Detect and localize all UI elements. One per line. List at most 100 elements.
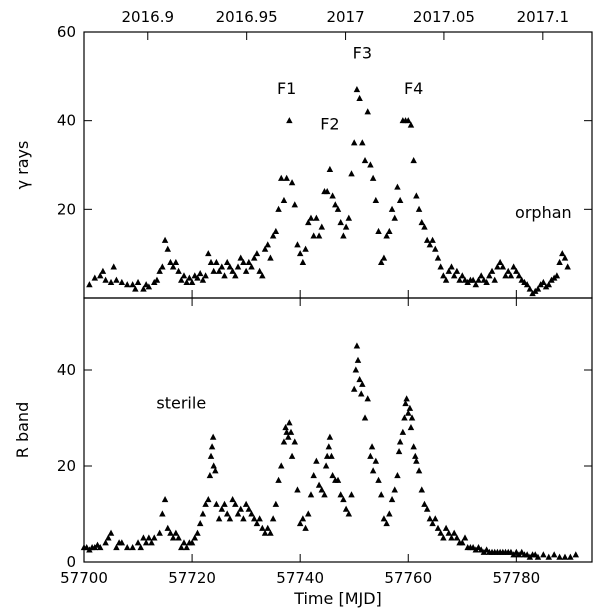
- bot-data-point: [256, 515, 263, 522]
- bot-data-point: [448, 534, 455, 541]
- top-data-point: [337, 219, 344, 226]
- bot-data-point: [408, 414, 416, 421]
- top-data-point: [483, 278, 490, 286]
- top-data-point: [264, 241, 271, 248]
- bot-data-point: [296, 520, 304, 527]
- bot-data-point: [206, 472, 214, 479]
- bot-data-point: [240, 515, 247, 522]
- bot-data-point: [218, 505, 226, 512]
- top-data-point: [123, 281, 131, 288]
- bot-data-point: [322, 462, 330, 469]
- top-data-point: [413, 192, 420, 199]
- bot-data-point: [534, 553, 542, 560]
- top-data-point: [245, 258, 253, 266]
- annotation-f3: F3: [353, 44, 372, 63]
- bot-data-point: [102, 539, 109, 546]
- bot-data-point: [540, 551, 547, 558]
- top-ytick-label: 20: [57, 200, 76, 218]
- top-data-point: [275, 205, 282, 212]
- bot-data-point: [329, 472, 336, 479]
- top-data-point: [367, 161, 374, 168]
- top-data-point: [145, 283, 153, 290]
- bot-data-point: [207, 452, 215, 459]
- top-data-point: [499, 263, 507, 270]
- top-data-point: [434, 254, 442, 261]
- bot-data-point: [215, 515, 223, 522]
- top-data-point: [361, 156, 369, 164]
- bot-data-point: [325, 443, 333, 450]
- bot-data-point: [432, 515, 439, 522]
- bot-data-point: [354, 356, 362, 363]
- bot-data-point: [386, 510, 393, 517]
- top-date-label: 2017.1: [517, 8, 570, 26]
- top-data-point: [288, 179, 296, 186]
- top-data-point: [253, 250, 261, 257]
- top-data-point: [310, 232, 317, 239]
- top-data-point: [172, 258, 180, 266]
- bot-data-point: [118, 539, 126, 546]
- top-data-point: [475, 276, 482, 283]
- top-data-point: [559, 250, 566, 257]
- top-data-point: [218, 263, 226, 270]
- top-data-point: [186, 274, 193, 281]
- top-data-point: [350, 139, 358, 146]
- bot-data-point: [426, 515, 434, 522]
- bot-data-point: [294, 486, 301, 493]
- bot-data-point: [123, 544, 131, 551]
- top-data-point: [232, 272, 239, 279]
- top-data-point: [545, 281, 553, 288]
- bot-data-point: [140, 534, 147, 541]
- top-data-point: [302, 245, 309, 252]
- bot-data-point: [348, 491, 355, 498]
- top-data-point: [196, 270, 204, 277]
- top-data-point: [561, 254, 569, 261]
- top-data-point: [348, 170, 355, 177]
- bot-data-point: [357, 390, 365, 397]
- bot-data-point: [253, 520, 261, 527]
- bottom-mjd-label: 57780: [492, 569, 540, 587]
- top-data-point: [405, 117, 412, 124]
- bot-data-point: [415, 467, 423, 474]
- top-data-point: [215, 267, 223, 274]
- gamma-ray-plot-frame: [83, 31, 593, 299]
- top-data-point: [477, 272, 485, 279]
- bot-data-point: [196, 520, 204, 527]
- bot-data-point: [282, 424, 289, 431]
- bot-data-point: [459, 539, 466, 546]
- top-data-point: [248, 263, 255, 270]
- bot-data-point: [412, 452, 419, 459]
- bot-data-point: [377, 491, 385, 498]
- top-data-point: [507, 272, 515, 279]
- top-data-point: [415, 205, 423, 212]
- bot-data-point: [399, 428, 407, 435]
- bot-data-point: [205, 496, 212, 503]
- bot-data-point: [403, 395, 410, 402]
- bot-data-point: [421, 500, 428, 507]
- bot-data-point: [199, 510, 207, 517]
- bot-data-point: [402, 400, 409, 407]
- top-data-point: [318, 223, 326, 230]
- bot-data-point: [434, 524, 442, 531]
- top-data-point: [369, 174, 377, 181]
- r-band-axis-label: R band: [13, 402, 32, 458]
- bot-data-point: [321, 491, 328, 498]
- bot-data-point: [96, 544, 104, 551]
- bot-ytick-label: 40: [57, 361, 76, 379]
- bot-data-point: [134, 539, 142, 546]
- bot-data-point: [423, 505, 431, 512]
- annotation-orphan: orphan: [515, 203, 572, 222]
- top-data-point: [556, 258, 563, 266]
- bot-data-point: [383, 520, 390, 527]
- bot-data-point: [561, 553, 569, 560]
- top-data-point: [261, 245, 269, 252]
- bot-data-point: [221, 500, 228, 507]
- top-data-point: [305, 219, 312, 226]
- top-data-point: [440, 272, 447, 279]
- top-data-point: [223, 258, 231, 266]
- top-data-point: [453, 267, 461, 274]
- bot-data-point: [223, 510, 231, 517]
- bot-data-point: [242, 500, 250, 507]
- bot-data-point: [302, 524, 309, 531]
- top-data-point: [129, 281, 136, 288]
